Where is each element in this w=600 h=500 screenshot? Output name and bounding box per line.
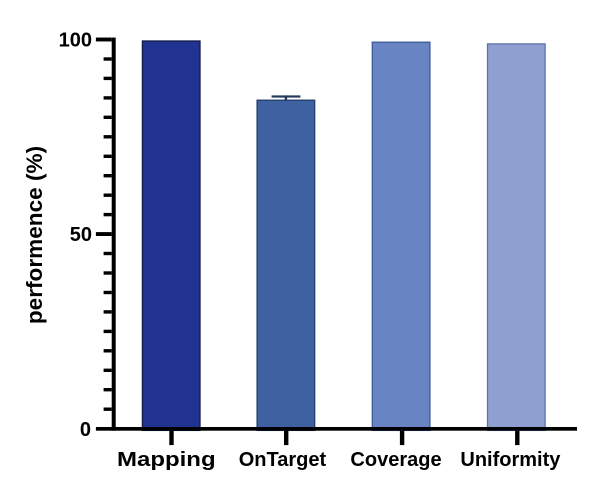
svg-text:0: 0	[80, 419, 91, 441]
svg-text:Uniformity: Uniformity	[460, 449, 561, 471]
svg-text:performence (%): performence (%)	[22, 146, 47, 324]
svg-text:OnTarget: OnTarget	[239, 449, 327, 471]
svg-text:Coverage: Coverage	[350, 449, 441, 471]
svg-text:50: 50	[70, 224, 92, 246]
svg-text:100: 100	[59, 30, 92, 52]
svg-text:Mapping: Mapping	[117, 448, 216, 471]
